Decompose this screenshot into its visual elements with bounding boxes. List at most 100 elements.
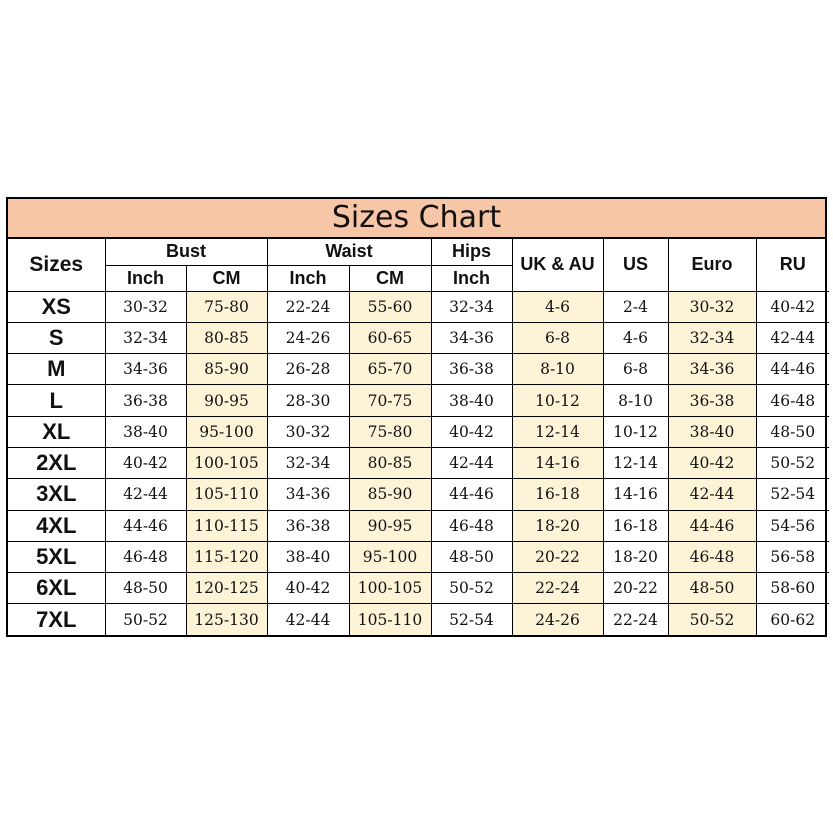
- cell-uk-au: 14-16: [511, 446, 604, 480]
- cell-uk-au: 20-22: [511, 540, 604, 574]
- cell-us: 22-24: [602, 603, 669, 636]
- cell-us: 10-12: [602, 415, 669, 448]
- cell-bust-inch: 48-50: [104, 572, 187, 605]
- cell-size: 5XL: [8, 540, 106, 574]
- cell-euro: 44-46: [667, 509, 757, 542]
- cell-euro: 34-36: [667, 353, 757, 386]
- table-row: XL 38-40 95-100 30-32 75-80 40-42 12-14 10-12 38…: [8, 415, 829, 448]
- cell-waist-cm: 90-95: [348, 509, 432, 542]
- header-hips-inch: Inch: [430, 264, 512, 292]
- sizes-chart: Sizes Chart Sizes Bust Waist Hips UK & A…: [6, 197, 829, 638]
- cell-hips-inch: 42-44: [430, 446, 513, 480]
- cell-uk-au: 8-10: [511, 353, 604, 386]
- cell-bust-cm: 90-95: [185, 384, 268, 417]
- cell-bust-inch: 44-46: [104, 509, 187, 542]
- header-ru: RU: [755, 239, 829, 292]
- table-row: S 32-34 80-85 24-26 60-65 34-36 6-8 4-6 32-34 42-…: [8, 321, 829, 355]
- cell-euro: 32-34: [667, 321, 757, 355]
- cell-euro: 48-50: [667, 572, 757, 605]
- header-bust: Bust: [104, 239, 268, 266]
- cell-waist-inch: 26-28: [266, 353, 350, 386]
- cell-bust-cm: 120-125: [185, 572, 268, 605]
- cell-us: 14-16: [602, 478, 669, 511]
- header-waist-cm: CM: [348, 264, 432, 292]
- cell-ru: 44-46: [755, 353, 829, 386]
- header-bust-inch: Inch: [105, 264, 187, 292]
- cell-hips-inch: 52-54: [430, 603, 513, 636]
- cell-ru: 58-60: [755, 572, 829, 605]
- cell-waist-cm: 105-110: [348, 603, 432, 636]
- table-row: 3XL 42-44 105-110 34-36 85-90 44-46 16-18 14-16…: [8, 478, 829, 511]
- cell-euro: 50-52: [667, 603, 757, 636]
- cell-waist-cm: 75-80: [348, 415, 432, 448]
- size-table: Sizes Bust Waist Hips UK & AU US Euro RU…: [8, 239, 829, 636]
- cell-bust-cm: 95-100: [185, 415, 268, 448]
- cell-uk-au: 22-24: [511, 572, 604, 605]
- cell-bust-inch: 34-36: [104, 353, 187, 386]
- cell-bust-inch: 36-38: [104, 384, 187, 417]
- cell-size: 2XL: [8, 446, 106, 480]
- cell-waist-inch: 34-36: [266, 478, 350, 511]
- cell-hips-inch: 48-50: [430, 540, 513, 574]
- cell-waist-cm: 55-60: [348, 290, 432, 323]
- cell-hips-inch: 34-36: [430, 321, 513, 355]
- table-row: 4XL 44-46 110-115 36-38 90-95 46-48 18-20 16-18…: [8, 509, 829, 542]
- header-uk-au: UK & AU: [511, 239, 604, 292]
- cell-us: 12-14: [602, 446, 669, 480]
- cell-size: XS: [8, 290, 106, 323]
- cell-waist-cm: 95-100: [348, 540, 432, 574]
- cell-us: 20-22: [602, 572, 669, 605]
- cell-bust-cm: 80-85: [185, 321, 268, 355]
- cell-hips-inch: 38-40: [430, 384, 513, 417]
- cell-uk-au: 24-26: [511, 603, 604, 636]
- cell-waist-cm: 60-65: [348, 321, 432, 355]
- cell-waist-inch: 30-32: [266, 415, 350, 448]
- cell-hips-inch: 32-34: [430, 290, 513, 323]
- table-row: 2XL 40-42 100-105 32-34 80-85 42-44 14-16 12-14…: [8, 446, 829, 480]
- cell-euro: 36-38: [667, 384, 757, 417]
- header-euro: Euro: [667, 239, 757, 292]
- header-hips: Hips: [430, 239, 513, 266]
- cell-hips-inch: 44-46: [430, 478, 513, 511]
- cell-euro: 42-44: [667, 478, 757, 511]
- cell-ru: 60-62: [755, 603, 829, 636]
- cell-uk-au: 10-12: [511, 384, 604, 417]
- cell-size: S: [8, 321, 106, 355]
- cell-ru: 52-54: [755, 478, 829, 511]
- table-row: XS 30-32 75-80 22-24 55-60 32-34 4-6 2-4 30-32 40…: [8, 290, 829, 323]
- size-rows: XS 30-32 75-80 22-24 55-60 32-34 4-6 2-4 30-32 40…: [8, 290, 829, 636]
- cell-waist-cm: 70-75: [348, 384, 432, 417]
- cell-bust-inch: 30-32: [104, 290, 187, 323]
- cell-waist-inch: 40-42: [266, 572, 350, 605]
- cell-bust-cm: 115-120: [185, 540, 268, 574]
- cell-ru: 50-52: [755, 446, 829, 480]
- cell-euro: 46-48: [667, 540, 757, 574]
- header-waist: Waist: [266, 239, 432, 266]
- cell-bust-cm: 110-115: [185, 509, 268, 542]
- table-row: 5XL 46-48 115-120 38-40 95-100 48-50 20-22 18-2…: [8, 540, 829, 574]
- cell-bust-inch: 42-44: [104, 478, 187, 511]
- table-row: L 36-38 90-95 28-30 70-75 38-40 10-12 8-10 36-38…: [8, 384, 829, 417]
- cell-us: 16-18: [602, 509, 669, 542]
- table-row: 7XL 50-52 125-130 42-44 105-110 52-54 24-26 22-…: [8, 603, 829, 636]
- cell-ru: 48-50: [755, 415, 829, 448]
- header-waist-inch: Inch: [266, 264, 350, 292]
- cell-euro: 38-40: [667, 415, 757, 448]
- cell-bust-inch: 40-42: [104, 446, 187, 480]
- cell-bust-inch: 38-40: [104, 415, 187, 448]
- cell-hips-inch: 40-42: [430, 415, 513, 448]
- cell-size: 3XL: [8, 478, 106, 511]
- cell-ru: 42-44: [755, 321, 829, 355]
- cell-bust-cm: 85-90: [185, 353, 268, 386]
- cell-waist-inch: 38-40: [266, 540, 350, 574]
- cell-waist-cm: 85-90: [348, 478, 432, 511]
- cell-bust-cm: 75-80: [185, 290, 268, 323]
- cell-euro: 40-42: [667, 446, 757, 480]
- table-row: 6XL 48-50 120-125 40-42 100-105 50-52 22-24 20-…: [8, 572, 829, 605]
- cell-uk-au: 4-6: [511, 290, 604, 323]
- cell-bust-inch: 50-52: [104, 603, 187, 636]
- cell-ru: 46-48: [755, 384, 829, 417]
- chart-title: Sizes Chart: [8, 199, 825, 239]
- cell-ru: 56-58: [755, 540, 829, 574]
- cell-waist-inch: 24-26: [266, 321, 350, 355]
